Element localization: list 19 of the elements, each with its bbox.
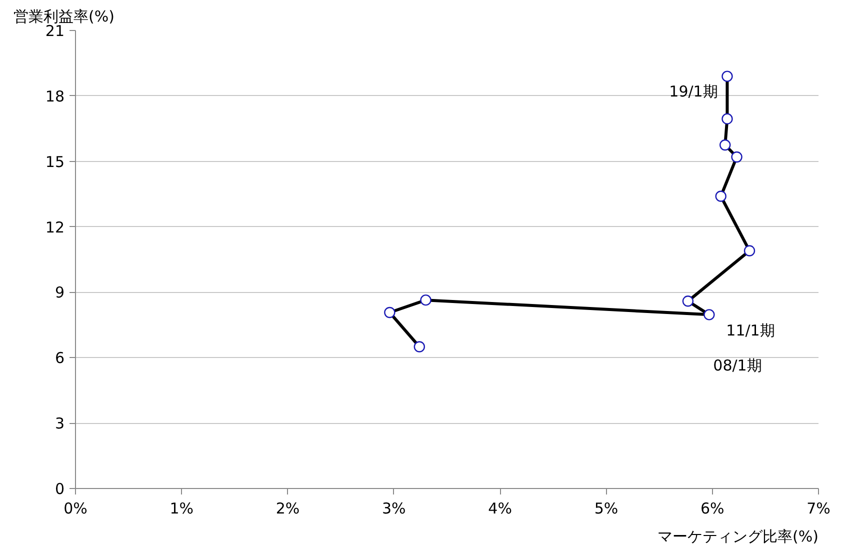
x-tick-label: 7% — [806, 500, 830, 518]
annotation: 19/1期 — [669, 82, 718, 100]
x-tick-label: 5% — [594, 500, 618, 518]
x-axis-title: マーケティング比率(%) — [658, 528, 819, 546]
y-tick-label: 12 — [45, 218, 65, 236]
x-tick-label: 2% — [276, 500, 300, 518]
annotation: 11/1期 — [726, 322, 775, 340]
x-tick-label: 1% — [170, 500, 194, 518]
y-tick-label: 3 — [54, 414, 65, 433]
x-tick-label: 3% — [382, 500, 406, 518]
y-tick-label: 0 — [54, 480, 65, 498]
x-tick-label: 0% — [64, 500, 88, 518]
x-tick-label: 6% — [700, 500, 724, 518]
y-tick-label: 6 — [54, 349, 65, 368]
y-tick-label: 15 — [45, 152, 65, 171]
y-tick-label: 9 — [54, 284, 65, 302]
x-tick-label: 4% — [488, 500, 512, 518]
y-tick-label: 18 — [45, 87, 65, 106]
annotation: 08/1期 — [713, 356, 762, 374]
